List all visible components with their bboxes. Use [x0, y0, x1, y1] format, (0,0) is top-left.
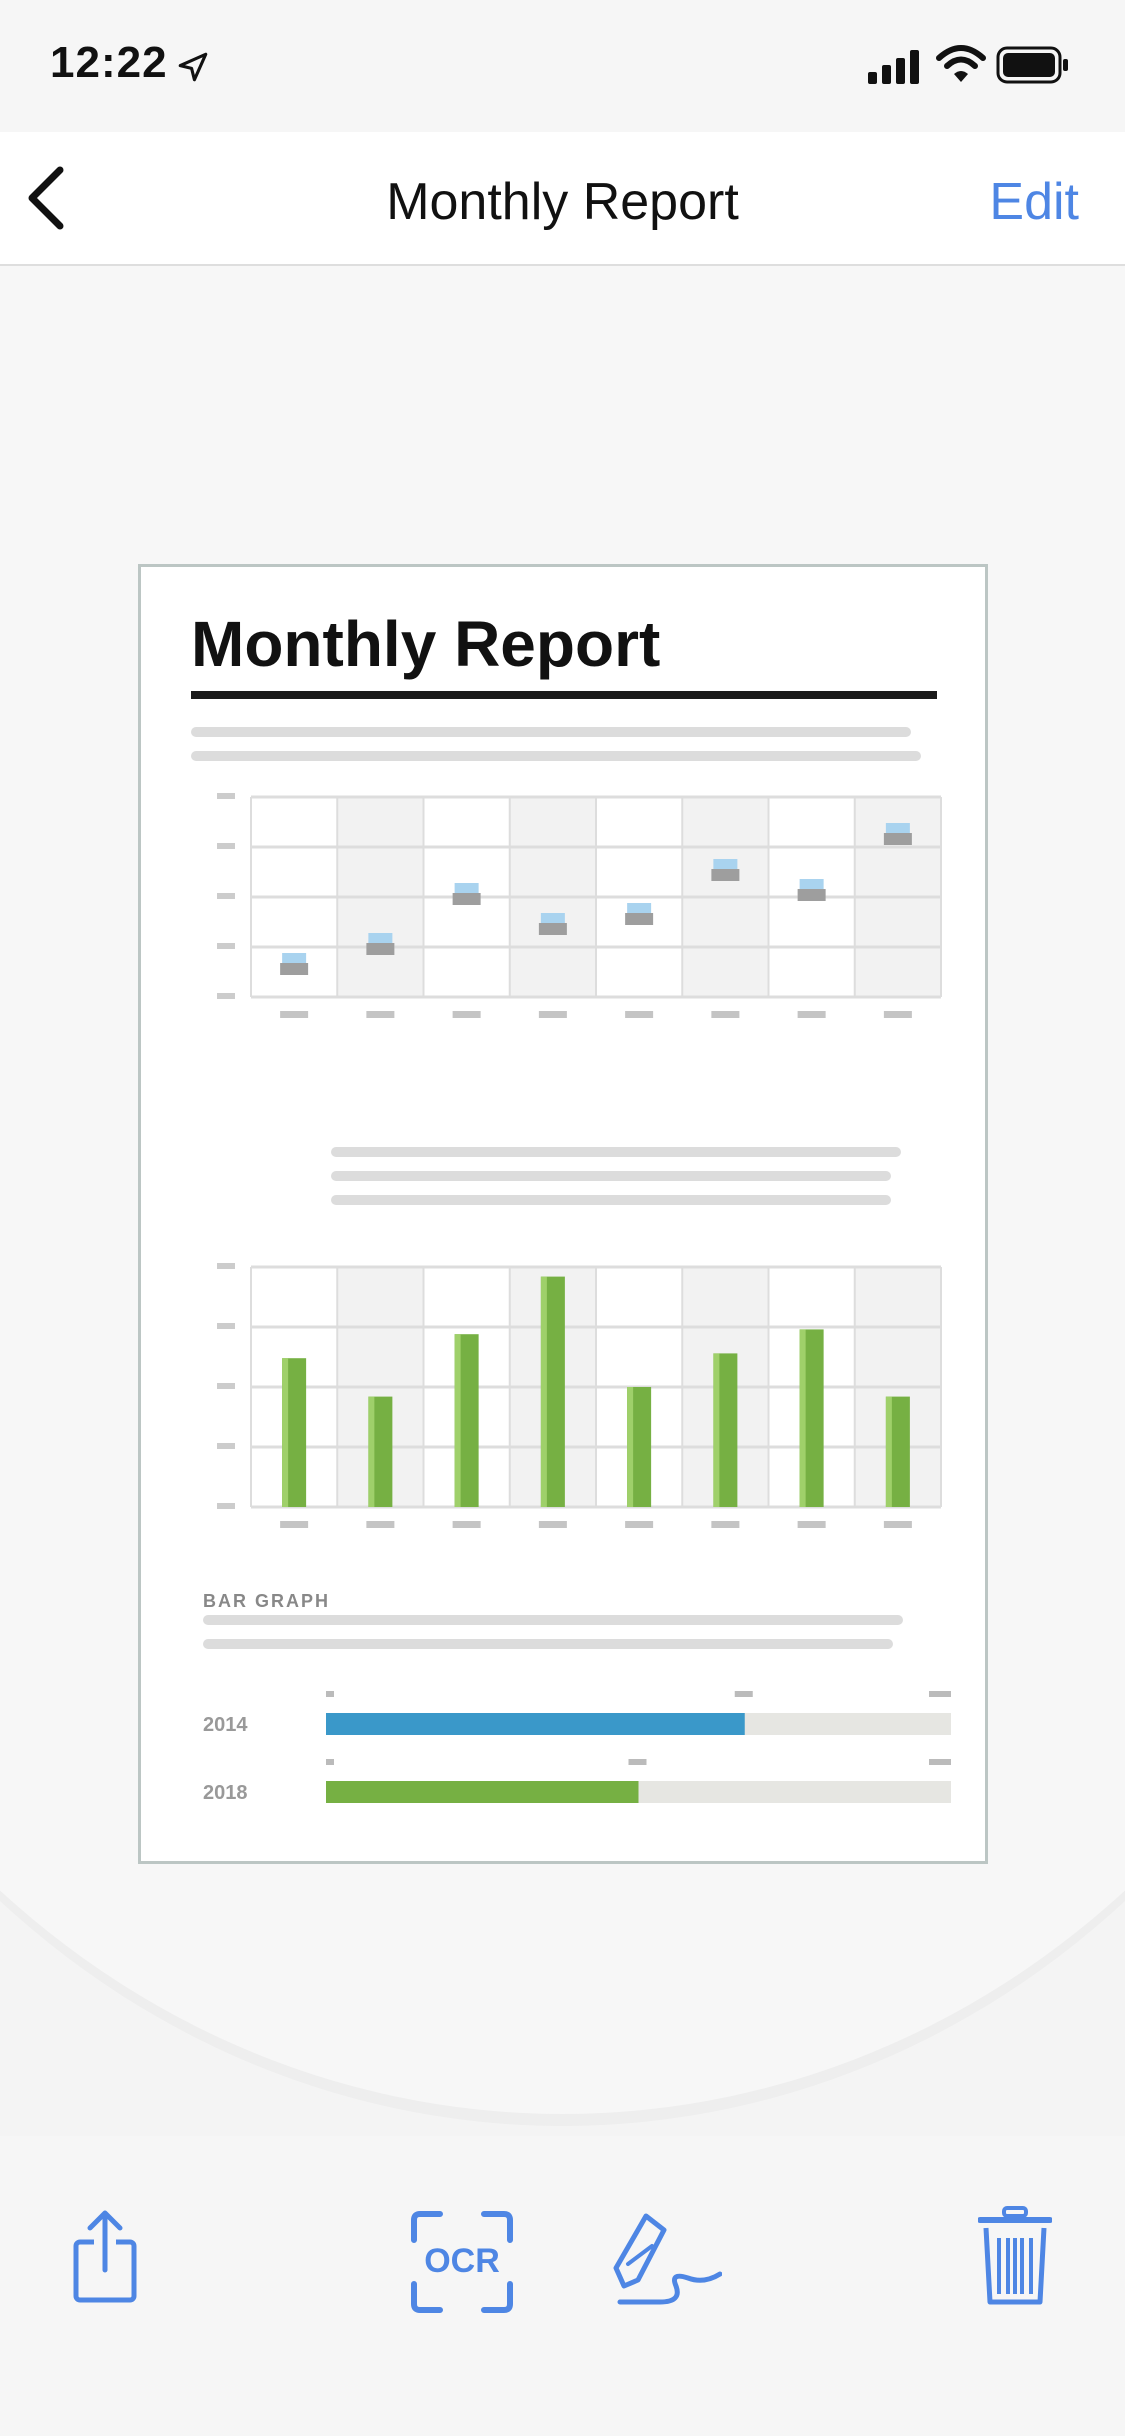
- horizontal-bar-chart: 2014 2018: [203, 1691, 951, 1804]
- x-tick-label: [452, 1011, 481, 1018]
- trash-icon[interactable]: [978, 2206, 1052, 2306]
- x-tick-label: [797, 1011, 826, 1018]
- document-title-rule: [191, 691, 937, 699]
- location-arrow-icon: [178, 52, 208, 82]
- status-bar: 12:22: [0, 0, 1125, 132]
- document-title: Monthly Report: [191, 608, 661, 680]
- bar-highlight: [799, 1329, 806, 1507]
- ocr-frame-icon: [411, 2211, 513, 2313]
- category-label: 2014: [203, 1714, 248, 1736]
- x-tick-label: [797, 1521, 826, 1528]
- bar-highlight: [368, 1396, 375, 1507]
- body-text-line: [203, 1615, 903, 1625]
- y-tick-label: [217, 993, 235, 999]
- page-title: Monthly Report: [386, 173, 739, 231]
- x-tick-label: [711, 1011, 740, 1018]
- data-label: [280, 963, 309, 975]
- status-time: 12:22: [50, 38, 168, 87]
- x-tick-label: [452, 1521, 481, 1528]
- data-label: [883, 833, 912, 845]
- data-label: [538, 923, 567, 935]
- data-point-marker: [885, 823, 910, 833]
- data-label: [366, 943, 395, 955]
- x-tick-label: [366, 1521, 395, 1528]
- y-tick-label: [217, 1263, 235, 1269]
- x-tick-label: [883, 1011, 912, 1018]
- y-tick-label: [217, 1443, 235, 1449]
- x-tick-label: [280, 1011, 309, 1018]
- cellular-signal-icon: [868, 50, 919, 84]
- axis-tick-label: [929, 1759, 951, 1765]
- x-tick-label: [883, 1521, 912, 1528]
- body-text-line: [191, 727, 911, 737]
- bar: [326, 1781, 639, 1803]
- y-tick-label: [217, 793, 235, 799]
- data-point-marker: [540, 913, 565, 923]
- data-point-marker: [454, 883, 479, 893]
- bar-highlight: [627, 1387, 634, 1507]
- x-tick-label: [711, 1521, 740, 1528]
- y-tick-label: [217, 893, 235, 899]
- data-label: [452, 893, 481, 905]
- x-tick-label: [538, 1521, 567, 1528]
- back-chevron-icon[interactable]: [18, 160, 78, 236]
- bar-highlight: [540, 1276, 547, 1507]
- bar-highlight: [282, 1358, 289, 1507]
- data-label: [797, 889, 826, 901]
- x-tick-label: [538, 1011, 567, 1018]
- bottom-toolbar: OCR: [0, 2136, 1125, 2436]
- bar: [326, 1713, 745, 1735]
- bar-highlight: [454, 1334, 461, 1507]
- data-point-marker: [282, 953, 307, 963]
- y-tick-label: [217, 843, 235, 849]
- axis-tick-label: [326, 1691, 334, 1697]
- line-chart: [217, 793, 942, 1018]
- body-text-line: [191, 751, 921, 761]
- axis-tick-label: [734, 1691, 753, 1697]
- body-text-line: [331, 1195, 891, 1205]
- signature-icon[interactable]: [612, 2208, 722, 2308]
- edit-button[interactable]: Edit: [989, 173, 1079, 231]
- data-point-marker: [627, 903, 652, 913]
- data-point-marker: [713, 859, 738, 869]
- data-label: [711, 869, 740, 881]
- x-tick-label: [625, 1011, 654, 1018]
- x-tick-label: [366, 1011, 395, 1018]
- y-tick-label: [217, 1503, 235, 1509]
- body-text-line: [203, 1639, 893, 1649]
- navigation-bar: Monthly Report Edit: [0, 132, 1125, 266]
- data-point-marker: [799, 879, 824, 889]
- y-tick-label: [217, 1383, 235, 1389]
- bar-highlight: [885, 1396, 892, 1507]
- x-tick-label: [625, 1521, 654, 1528]
- share-icon[interactable]: [70, 2208, 140, 2304]
- axis-tick-label: [628, 1759, 647, 1765]
- category-label: 2018: [203, 1782, 248, 1804]
- body-text-line: [331, 1147, 901, 1157]
- data-label: [625, 913, 654, 925]
- bargraph-heading: BAR GRAPH: [203, 1591, 331, 1611]
- data-point-marker: [368, 933, 393, 943]
- bar-chart: [217, 1263, 942, 1528]
- y-tick-label: [217, 943, 235, 949]
- ocr-button[interactable]: OCR: [410, 2210, 514, 2314]
- axis-tick-label: [326, 1759, 334, 1765]
- body-text-line: [331, 1171, 891, 1181]
- document-page-thumbnail[interactable]: Monthly Report BAR GRAPH 2014 2018: [138, 564, 988, 1864]
- ocr-label: OCR: [424, 2242, 500, 2280]
- bar-highlight: [713, 1353, 720, 1507]
- x-tick-label: [280, 1521, 309, 1528]
- axis-tick-label: [929, 1691, 951, 1697]
- battery-icon: [996, 46, 1068, 84]
- y-tick-label: [217, 1323, 235, 1329]
- wifi-icon: [936, 45, 986, 82]
